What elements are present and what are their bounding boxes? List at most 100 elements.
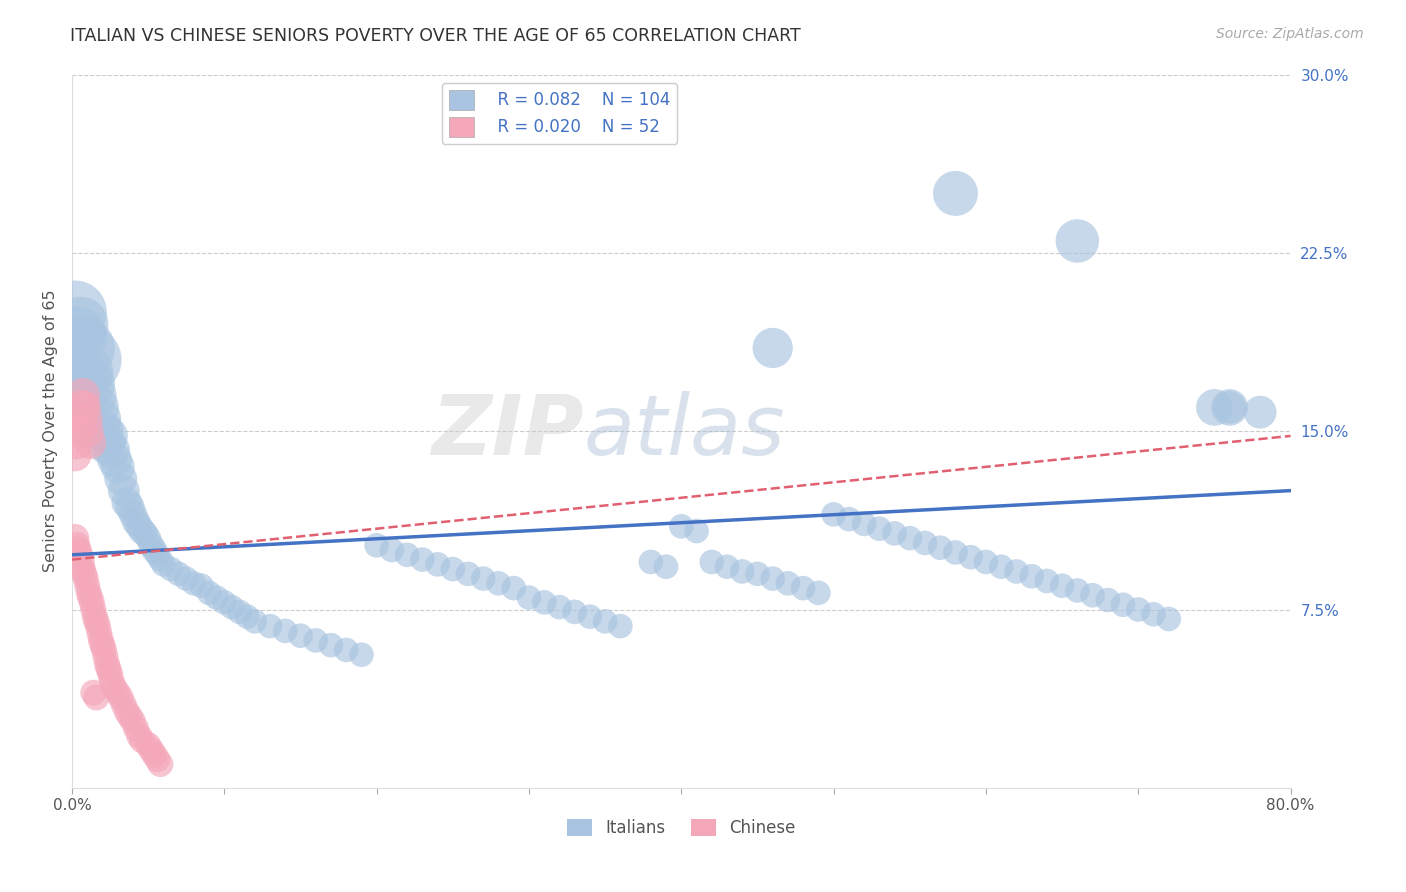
Point xyxy=(118,709,141,723)
Point xyxy=(115,705,138,719)
Text: atlas: atlas xyxy=(583,391,786,472)
Point xyxy=(73,566,96,581)
Point xyxy=(1249,405,1271,419)
Point xyxy=(792,581,814,595)
Point xyxy=(990,559,1012,574)
Point xyxy=(974,555,997,569)
Point xyxy=(655,559,678,574)
Point xyxy=(87,619,110,633)
Point xyxy=(91,424,114,438)
Point xyxy=(1219,401,1241,415)
Point xyxy=(290,629,312,643)
Point xyxy=(190,579,212,593)
Point xyxy=(945,186,967,201)
Point xyxy=(141,743,163,757)
Point xyxy=(136,531,159,545)
Point xyxy=(73,341,96,355)
Point xyxy=(747,566,769,581)
Point xyxy=(929,541,952,555)
Point xyxy=(96,657,118,672)
Point xyxy=(115,495,138,509)
Point xyxy=(76,424,98,438)
Point xyxy=(274,624,297,638)
Point xyxy=(579,609,602,624)
Point xyxy=(100,673,122,688)
Point xyxy=(75,412,97,426)
Point xyxy=(823,508,845,522)
Point xyxy=(134,526,156,541)
Point xyxy=(104,681,127,695)
Point xyxy=(221,600,243,615)
Point xyxy=(533,595,555,609)
Point xyxy=(136,738,159,752)
Point xyxy=(79,376,101,391)
Point xyxy=(90,633,112,648)
Point xyxy=(807,586,830,600)
Point xyxy=(381,543,404,558)
Point xyxy=(1005,565,1028,579)
Point xyxy=(76,579,98,593)
Point xyxy=(131,524,153,538)
Point xyxy=(593,615,616,629)
Point xyxy=(65,538,87,552)
Point xyxy=(609,619,631,633)
Point xyxy=(67,329,90,343)
Point xyxy=(198,586,221,600)
Point xyxy=(97,429,120,443)
Y-axis label: Seniors Poverty Over the Age of 65: Seniors Poverty Over the Age of 65 xyxy=(44,290,58,573)
Point xyxy=(141,538,163,552)
Point xyxy=(86,690,108,705)
Point xyxy=(671,519,693,533)
Point xyxy=(76,352,98,367)
Point xyxy=(72,388,94,402)
Point xyxy=(700,555,723,569)
Point xyxy=(853,516,876,531)
Point xyxy=(1066,234,1088,248)
Point xyxy=(63,448,86,462)
Point xyxy=(70,555,93,569)
Point xyxy=(89,626,111,640)
Point xyxy=(564,605,586,619)
Point xyxy=(517,591,540,605)
Point xyxy=(152,558,174,572)
Point xyxy=(63,305,86,319)
Point xyxy=(914,536,936,550)
Point xyxy=(228,605,250,619)
Point xyxy=(122,714,145,729)
Point xyxy=(67,424,90,438)
Point xyxy=(214,595,236,609)
Point xyxy=(112,483,135,498)
Point xyxy=(776,576,799,591)
Point xyxy=(1142,607,1164,622)
Point xyxy=(1066,583,1088,598)
Point xyxy=(959,550,981,565)
Point xyxy=(125,722,148,736)
Point xyxy=(143,747,166,762)
Point xyxy=(1128,602,1150,616)
Point xyxy=(731,565,754,579)
Point xyxy=(426,558,449,572)
Point xyxy=(93,643,115,657)
Point xyxy=(118,500,141,515)
Point xyxy=(89,412,111,426)
Point xyxy=(838,512,860,526)
Point xyxy=(243,615,266,629)
Point xyxy=(110,690,132,705)
Point xyxy=(107,686,129,700)
Point xyxy=(146,548,169,562)
Point xyxy=(1157,612,1180,626)
Point xyxy=(69,548,91,562)
Point xyxy=(1050,579,1073,593)
Point xyxy=(205,591,228,605)
Point xyxy=(69,412,91,426)
Text: ZIP: ZIP xyxy=(432,391,583,472)
Point xyxy=(160,562,183,576)
Point xyxy=(67,543,90,558)
Point xyxy=(259,619,281,633)
Point xyxy=(79,591,101,605)
Point xyxy=(128,729,150,743)
Text: Source: ZipAtlas.com: Source: ZipAtlas.com xyxy=(1216,27,1364,41)
Point xyxy=(488,576,510,591)
Point xyxy=(72,562,94,576)
Point xyxy=(79,436,101,450)
